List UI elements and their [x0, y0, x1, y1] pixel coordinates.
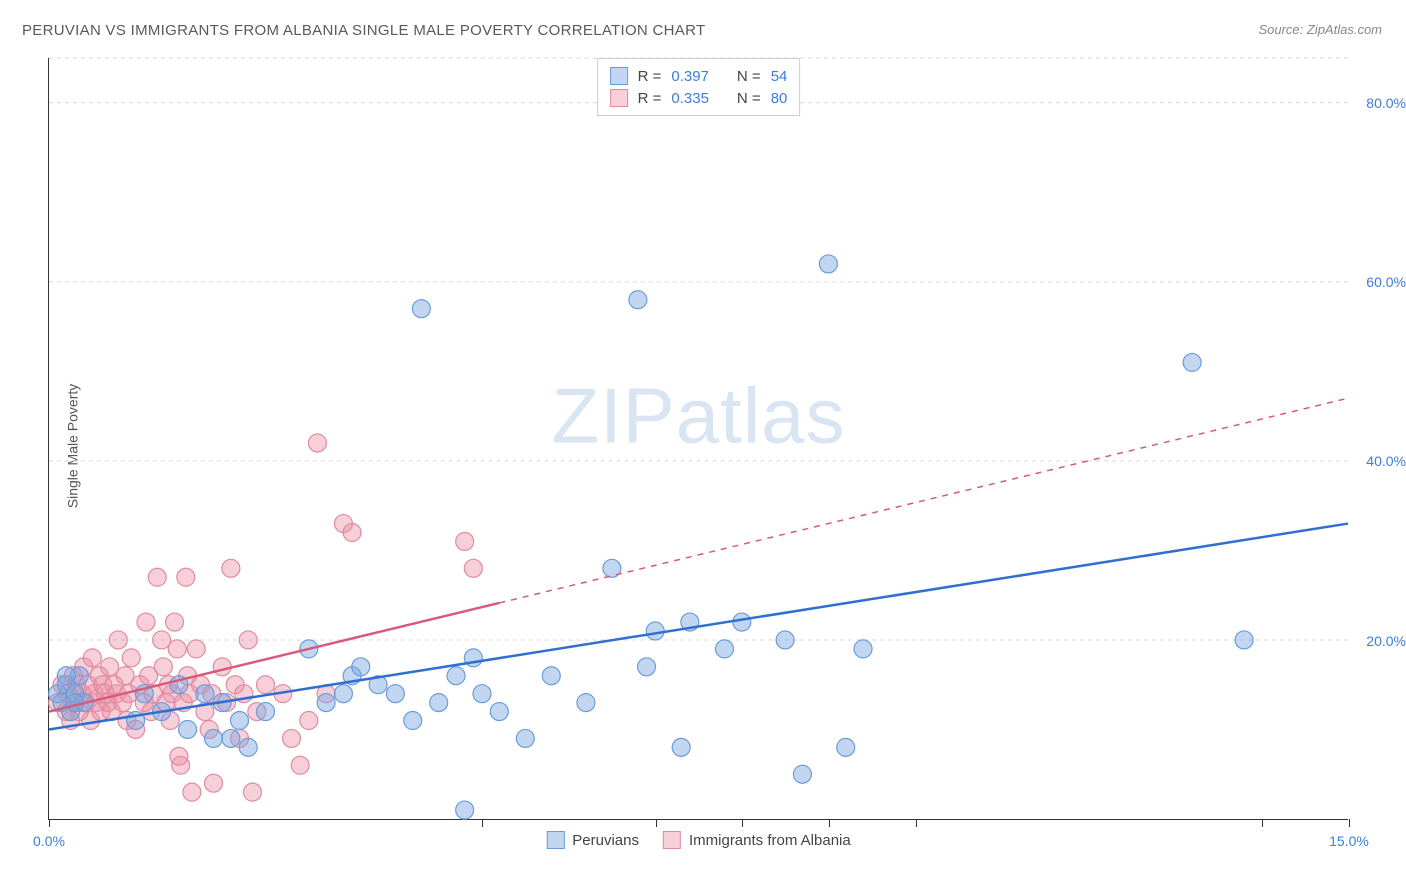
n-label: N =	[737, 68, 761, 85]
swatch-albania-bottom	[663, 831, 681, 849]
legend-item-albania: Immigrants from Albania	[663, 831, 851, 849]
x-tick-label: 0.0%	[33, 833, 65, 849]
scatter-plot-svg	[49, 58, 1348, 819]
stats-row-peruvians: R = 0.397 N = 54	[610, 65, 788, 87]
n-label: N =	[737, 90, 761, 107]
x-tick	[1349, 819, 1350, 827]
x-tick	[916, 819, 917, 827]
x-tick	[742, 819, 743, 827]
x-tick	[49, 819, 50, 827]
swatch-peruvians	[610, 67, 628, 85]
legend-item-peruvians: Peruvians	[546, 831, 639, 849]
y-tick-label: 60.0%	[1366, 274, 1406, 290]
chart-title: PERUVIAN VS IMMIGRANTS FROM ALBANIA SING…	[22, 22, 705, 39]
source-attribution: Source: ZipAtlas.com	[1258, 22, 1382, 37]
r-label: R =	[638, 68, 662, 85]
swatch-albania	[610, 89, 628, 107]
x-tick	[482, 819, 483, 827]
n-value-peruvians: 54	[771, 68, 788, 85]
r-value-peruvians: 0.397	[671, 68, 709, 85]
y-tick-label: 40.0%	[1366, 453, 1406, 469]
stats-legend: R = 0.397 N = 54 R = 0.335 N = 80	[597, 58, 801, 116]
x-tick	[829, 819, 830, 827]
swatch-peruvians-bottom	[546, 831, 564, 849]
x-tick-label: 15.0%	[1329, 833, 1369, 849]
x-tick	[1262, 819, 1263, 827]
r-label: R =	[638, 90, 662, 107]
legend-label-albania: Immigrants from Albania	[689, 832, 851, 849]
y-tick-label: 20.0%	[1366, 633, 1406, 649]
series-legend: Peruvians Immigrants from Albania	[546, 831, 850, 849]
plot-area: ZIPatlas 20.0%40.0%60.0%80.0% 0.0%15.0% …	[48, 58, 1348, 820]
legend-label-peruvians: Peruvians	[572, 832, 639, 849]
r-value-albania: 0.335	[671, 90, 709, 107]
y-tick-label: 80.0%	[1366, 95, 1406, 111]
stats-row-albania: R = 0.335 N = 80	[610, 87, 788, 109]
x-tick	[656, 819, 657, 827]
n-value-albania: 80	[771, 90, 788, 107]
